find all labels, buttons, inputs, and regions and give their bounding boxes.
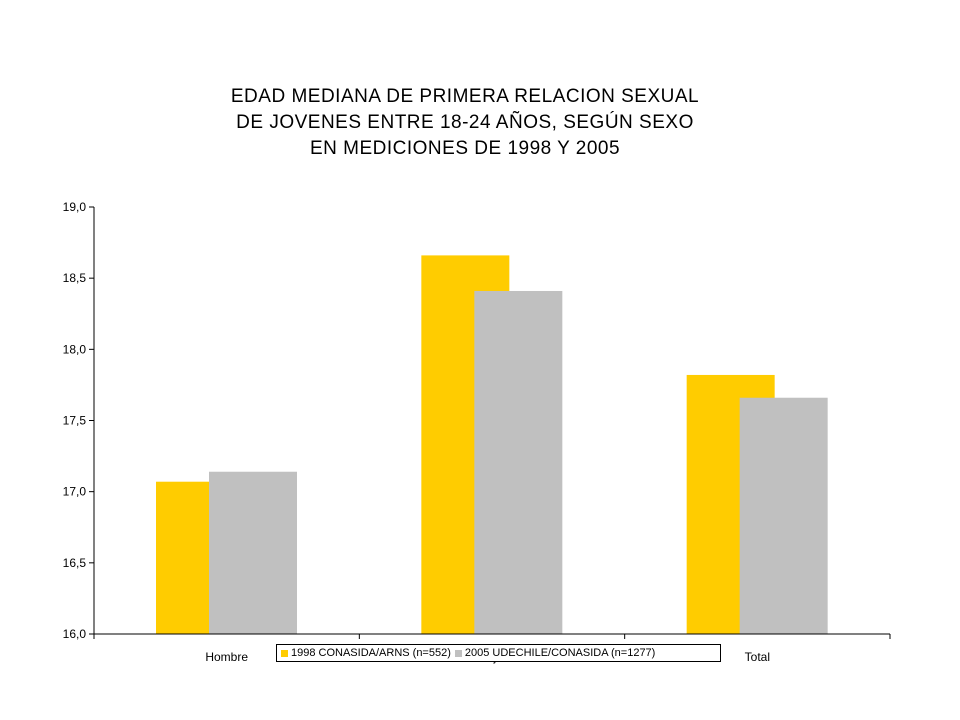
chart-title-line-3: EN MEDICIONES DE 1998 Y 2005: [309, 138, 621, 159]
legend-swatch-2005: [454, 649, 462, 657]
y-tick-label: 18,0: [63, 342, 87, 356]
y-tick-label: 19,0: [63, 200, 87, 214]
legend-item-2005: 2005 UDECHILE/CONASIDA (n=1277): [454, 647, 656, 659]
legend-item-1998: 1998 CONASIDA/ARNS (n=552): [281, 647, 451, 659]
y-tick-label: 18,5: [63, 271, 87, 285]
y-tick-label: 17,0: [63, 485, 87, 499]
bar-total-series-2: [739, 397, 828, 634]
bar-mujer-series-2: [474, 290, 563, 634]
y-tick-label: 17,5: [63, 414, 87, 428]
x-category-label-total: Total: [745, 650, 770, 664]
legend-label-1998: 1998 CONASIDA/ARNS (n=552): [291, 647, 451, 659]
chart-title-line-2: DE JOVENES ENTRE 18-24 AÑOS, SEGÚN SEXO: [236, 112, 694, 133]
legend-swatch-1998: [281, 649, 288, 657]
chart-title-line-1: EDAD MEDIANA DE PRIMERA RELACION SEXUAL: [230, 86, 700, 107]
chart-legend: 1998 CONASIDA/ARNS (n=552) 2005 UDECHILE…: [276, 644, 721, 662]
legend-label-2005: 2005 UDECHILE/CONASIDA (n=1277): [464, 647, 656, 659]
x-category-label-hombre: Hombre: [205, 650, 248, 664]
y-tick-label: 16,0: [63, 627, 87, 641]
chart-title: EDAD MEDIANA DE PRIMERA RELACION SEXUAL …: [0, 84, 930, 162]
y-tick-label: 16,5: [63, 556, 87, 570]
bar-hombre-series-2: [209, 471, 297, 634]
